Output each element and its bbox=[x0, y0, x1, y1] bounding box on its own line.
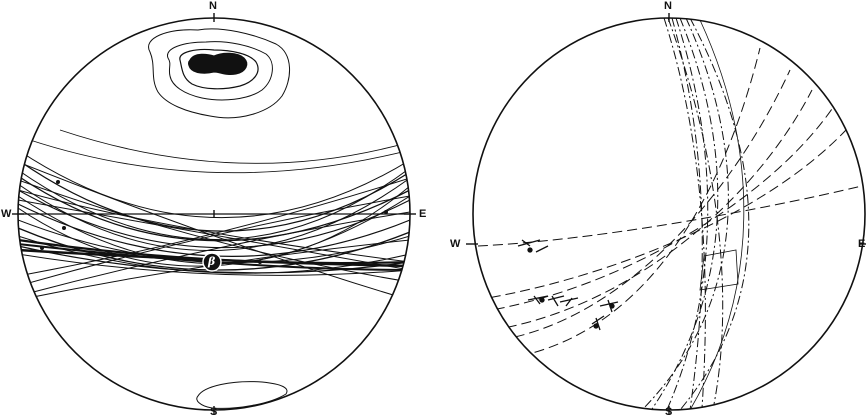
right-south-label: S bbox=[665, 406, 673, 418]
right-dashdot-planes bbox=[639, 18, 750, 410]
left-south-contour bbox=[196, 381, 288, 409]
right-east-label: E bbox=[858, 238, 866, 250]
left-pole-points bbox=[40, 180, 388, 264]
left-east-label: E bbox=[419, 208, 427, 220]
contour-inner bbox=[179, 48, 259, 90]
beta-axis-marker bbox=[202, 252, 222, 272]
right-stereonet bbox=[466, 13, 866, 415]
right-north-label: N bbox=[664, 0, 672, 12]
left-west-label: W bbox=[1, 208, 12, 220]
left-great-circles bbox=[18, 129, 410, 301]
right-west-label: W bbox=[450, 238, 461, 250]
contour-outer bbox=[148, 28, 291, 119]
right-primitive-circle bbox=[472, 17, 866, 411]
right-dashed-planes bbox=[475, 47, 863, 357]
left-pole-density-contours bbox=[148, 28, 291, 119]
left-north-label: N bbox=[209, 0, 217, 12]
left-stereonet bbox=[12, 13, 416, 415]
right-slip-symbols bbox=[517, 239, 619, 331]
left-south-label: S bbox=[210, 406, 218, 418]
beta-axis-label: β bbox=[208, 255, 216, 268]
contour-max bbox=[188, 52, 248, 76]
contour-middle bbox=[167, 41, 273, 101]
right-solid-planes bbox=[689, 19, 745, 410]
